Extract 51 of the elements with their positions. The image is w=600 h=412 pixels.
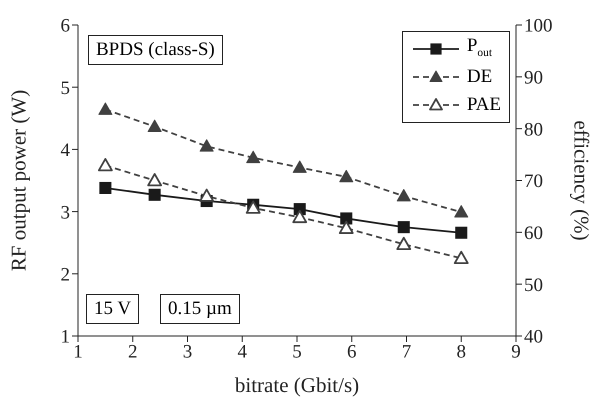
- y2-tick-label: 70: [524, 171, 543, 192]
- y-tick-label: 1: [60, 326, 70, 348]
- legend-label: PAE: [466, 93, 501, 117]
- legend-label: DE: [466, 65, 492, 89]
- y2-tick-label: 100: [524, 16, 552, 37]
- point: [99, 182, 112, 194]
- x-tick-label: 3: [182, 341, 192, 362]
- y-tick-label: 5: [60, 78, 70, 99]
- y-tick-label: 2: [60, 264, 70, 286]
- point: [98, 158, 113, 172]
- point: [396, 236, 412, 250]
- y2-tick-label: 50: [524, 274, 543, 296]
- point: [396, 189, 411, 202]
- x-tick-label: 9: [511, 341, 521, 362]
- x-tick-label: 5: [292, 341, 302, 362]
- point: [292, 210, 308, 224]
- point: [454, 250, 469, 264]
- annotation: 15 V: [86, 294, 140, 324]
- x-tick-label: 4: [238, 341, 248, 362]
- y-tick-label: 6: [60, 16, 70, 37]
- y2-axis-title: efficiency (%): [570, 120, 594, 241]
- x-axis-title: bitrate (Gbit/s): [234, 373, 360, 397]
- point: [455, 226, 468, 239]
- x-tick-label: 8: [456, 341, 466, 362]
- annotation: BPDS (class-S): [88, 35, 223, 65]
- point: [292, 160, 307, 173]
- point: [246, 150, 260, 164]
- point: [338, 220, 354, 234]
- y2-tick-label: 40: [524, 326, 543, 348]
- y-tick-label: 3: [60, 202, 70, 224]
- point: [148, 120, 162, 132]
- point: [98, 102, 112, 115]
- point: [339, 170, 354, 182]
- point: [199, 188, 214, 202]
- x-tick-label: 2: [128, 341, 138, 362]
- annotation: 0.15 µm: [160, 294, 240, 324]
- y2-tick-label: 80: [524, 119, 543, 140]
- point: [147, 173, 162, 186]
- x-tick-label: 7: [402, 341, 412, 362]
- y-axis-title: RF output power (W): [6, 90, 30, 272]
- point: [148, 188, 161, 201]
- point: [200, 139, 214, 152]
- y2-tick-label: 60: [524, 223, 543, 244]
- legend-label: P$_{out}$: [466, 34, 492, 60]
- point: [454, 205, 468, 218]
- point: [398, 221, 410, 234]
- y2-tick-label: 90: [524, 68, 543, 89]
- point: [246, 200, 261, 214]
- y-tick-label: 4: [60, 140, 70, 162]
- x-tick-label: 6: [347, 341, 356, 362]
- point: [340, 212, 352, 224]
